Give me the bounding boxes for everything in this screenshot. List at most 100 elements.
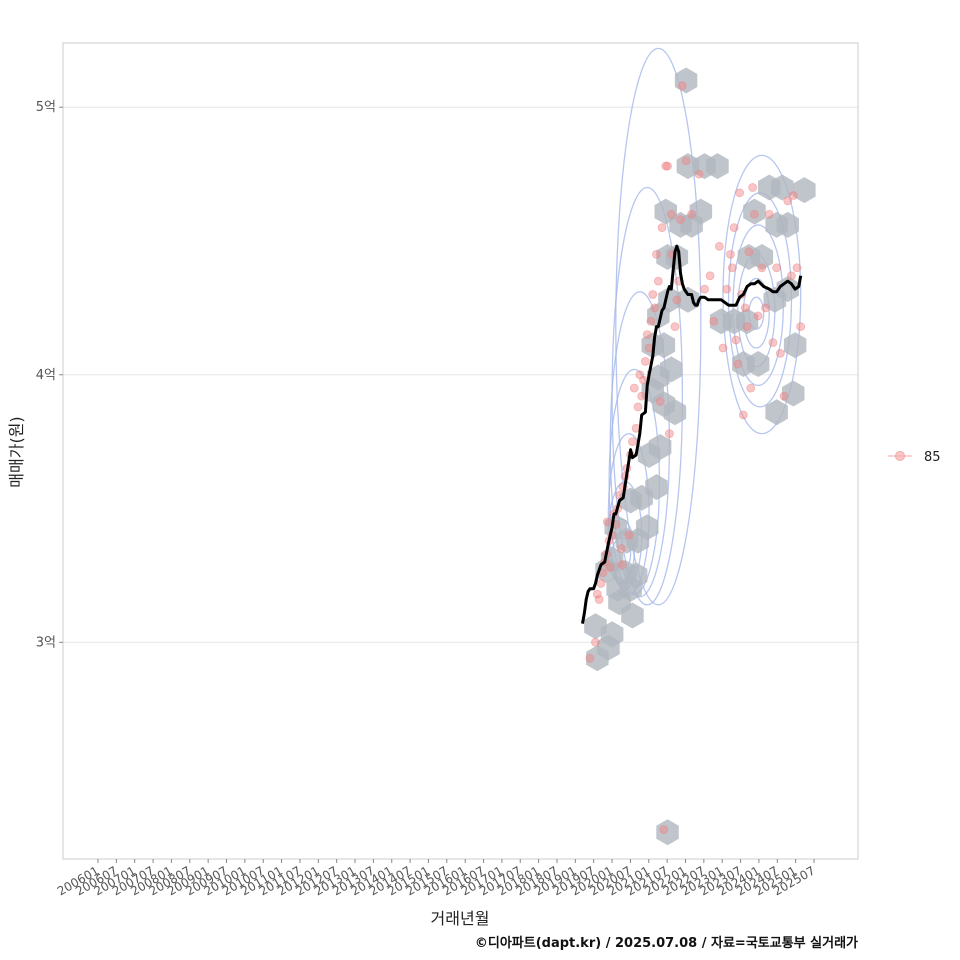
hexbin xyxy=(584,613,607,640)
data-point xyxy=(672,295,682,305)
data-point xyxy=(652,249,661,259)
data-point xyxy=(655,397,665,406)
data-point xyxy=(642,330,652,340)
data-point xyxy=(596,579,606,588)
data-point xyxy=(792,263,802,273)
data-point xyxy=(731,335,741,345)
data-point xyxy=(677,81,687,91)
hexbin xyxy=(652,332,676,359)
data-point xyxy=(772,263,782,273)
data-point xyxy=(757,263,767,273)
data-point xyxy=(648,290,658,299)
data-point xyxy=(624,530,634,540)
hexbin xyxy=(674,67,698,94)
y-axis-title: 매매가(원) xyxy=(7,416,26,487)
data-point xyxy=(650,303,660,313)
hexbin xyxy=(776,211,799,238)
data-point xyxy=(729,223,739,233)
data-point xyxy=(637,391,647,401)
data-point xyxy=(726,249,735,259)
gridlines xyxy=(63,106,858,643)
data-point xyxy=(740,303,750,313)
data-point xyxy=(742,322,752,331)
data-point xyxy=(616,544,626,554)
hexbin xyxy=(743,198,766,225)
data-point xyxy=(709,316,719,326)
hexbin xyxy=(793,177,816,204)
hexbin xyxy=(663,399,687,426)
scatter-points xyxy=(585,81,806,834)
data-point xyxy=(640,356,650,366)
hexbin xyxy=(637,442,661,468)
hexbin xyxy=(783,332,807,359)
data-point xyxy=(738,410,748,420)
data-point xyxy=(681,156,691,166)
data-point xyxy=(633,402,643,412)
data-point xyxy=(666,209,676,219)
data-point xyxy=(761,303,770,313)
hexbin xyxy=(660,356,683,383)
hexbin xyxy=(689,198,713,225)
hexbin xyxy=(770,174,794,201)
data-point xyxy=(592,589,602,599)
data-point xyxy=(665,429,674,439)
data-point xyxy=(676,215,685,224)
legend-label-85: 85 xyxy=(924,450,941,465)
trend-line-layer xyxy=(581,244,803,624)
density-contour xyxy=(615,47,702,606)
hexbin xyxy=(750,244,774,270)
data-point xyxy=(653,276,663,286)
y-tick-label: 3억 xyxy=(36,635,56,650)
data-point xyxy=(787,271,796,281)
hexbin xyxy=(586,645,609,672)
data-point xyxy=(718,343,728,353)
data-point xyxy=(700,284,709,294)
x-axis-title: 거래년월 xyxy=(431,909,490,928)
data-point xyxy=(705,271,715,281)
data-point xyxy=(783,196,793,206)
data-point xyxy=(722,284,732,294)
panel-border xyxy=(62,42,859,860)
data-point xyxy=(796,322,806,331)
legend-key-point xyxy=(895,451,905,461)
density-contour xyxy=(722,154,802,435)
data-point xyxy=(594,595,604,604)
data-point xyxy=(753,311,763,321)
y-tick-label: 5억 xyxy=(36,100,56,115)
hexbin xyxy=(735,308,759,335)
hexbin xyxy=(676,286,700,313)
data-point xyxy=(746,383,756,393)
hexbin xyxy=(706,153,729,180)
hexbin xyxy=(782,380,805,407)
data-point xyxy=(687,209,697,219)
hexbin xyxy=(621,602,644,629)
data-point xyxy=(629,383,639,393)
data-point xyxy=(744,247,754,257)
data-point xyxy=(617,560,627,570)
hexbin xyxy=(746,351,770,377)
trend-line xyxy=(581,244,803,624)
data-point xyxy=(768,338,778,348)
data-point xyxy=(694,169,704,179)
legend: 85 xyxy=(888,450,941,465)
density-contour xyxy=(611,186,684,606)
data-point xyxy=(788,191,798,200)
caption: ©디아파트(dapt.kr) / 2025.07.08 / 자료=국토교통부 실… xyxy=(475,935,858,951)
hexbin xyxy=(765,399,788,426)
data-point xyxy=(657,223,667,233)
data-point xyxy=(779,391,789,401)
data-point xyxy=(750,209,759,219)
data-point xyxy=(764,209,774,219)
data-point xyxy=(591,637,600,647)
data-point xyxy=(663,161,672,171)
data-point xyxy=(727,263,737,273)
y-axis-ticks: 3억 4억 5억 xyxy=(36,100,63,650)
y-tick-label: 4억 xyxy=(36,368,56,383)
data-point xyxy=(670,322,680,331)
data-point xyxy=(585,653,595,663)
data-point xyxy=(605,562,615,572)
data-point xyxy=(646,316,656,326)
data-point xyxy=(628,437,637,447)
